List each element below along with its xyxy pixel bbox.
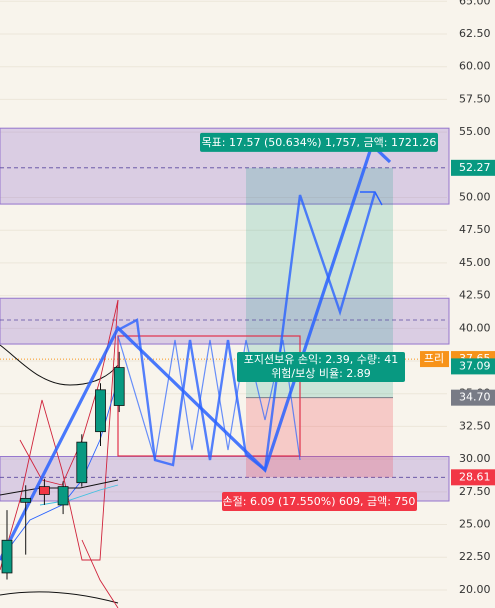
price-label: 52.27 xyxy=(459,161,491,174)
price-label-box xyxy=(451,469,495,486)
label-box xyxy=(200,132,438,152)
price-label: 34.70 xyxy=(459,391,491,404)
y-tick-label: 32.50 xyxy=(459,419,491,432)
drawn-path xyxy=(360,191,383,206)
y-tick-label: 30.00 xyxy=(459,452,491,465)
y-tick-label: 20.00 xyxy=(459,583,491,596)
label-box xyxy=(222,492,417,511)
candle-body xyxy=(76,441,88,484)
y-tick-label: 42.50 xyxy=(459,289,491,302)
y-tick-label: 27.50 xyxy=(459,485,491,498)
price-label-box xyxy=(451,389,495,406)
labels: 목표: 17.57 (50.634%) 1,757, 금액: 1721.26 포지… xyxy=(200,132,438,511)
stop-label: 손절: 6.09 (17.550%) 609, 금액: 750 xyxy=(223,495,416,508)
indicator-line xyxy=(0,344,119,386)
y-tick-label: 40.00 xyxy=(459,321,491,334)
price-label: 28.61 xyxy=(459,470,491,483)
ratio-label: 위험/보상 비율: 2.89 xyxy=(271,367,371,380)
y-tick-label: 25.00 xyxy=(459,518,491,531)
pnl-label: 포지션보유 손익: 2.39, 수량: 41 xyxy=(244,353,398,366)
drawn-path xyxy=(117,191,377,473)
candle-body xyxy=(95,389,106,433)
candles xyxy=(1,351,125,580)
target-label: 목표: 17.57 (50.634%) 1,757, 금액: 1721.26 xyxy=(202,136,437,149)
candle-body xyxy=(113,367,125,406)
price-label: 37.09 xyxy=(459,359,491,372)
price-label-box xyxy=(451,159,495,176)
price-label-box xyxy=(451,358,495,375)
y-tick-label: 60.00 xyxy=(459,60,491,73)
indicator-line xyxy=(19,299,119,608)
price-tag: 프리 xyxy=(424,352,444,365)
y-tick-label: 22.50 xyxy=(459,550,491,563)
loss-zone xyxy=(246,397,393,478)
y-tick-label: 57.50 xyxy=(459,92,491,105)
y-tick-label: 62.50 xyxy=(459,27,491,40)
y-tick-label: 55.00 xyxy=(459,125,491,138)
price-tag-box xyxy=(420,351,449,368)
candle-body xyxy=(20,497,32,503)
indicator-line xyxy=(0,299,119,571)
y-tick-label: 47.50 xyxy=(459,223,491,236)
position-tool xyxy=(246,167,393,478)
y-tick-label: 65.00 xyxy=(459,0,491,7)
candle-body xyxy=(1,539,13,574)
price-axis: 20.0022.5025.0027.5030.0032.5035.0037.50… xyxy=(420,0,495,596)
y-tick-label: 45.00 xyxy=(459,256,491,269)
label-box xyxy=(237,352,405,382)
y-tick-label: 50.00 xyxy=(459,191,491,204)
indicator-line xyxy=(39,484,119,506)
candle-body xyxy=(39,486,50,495)
indicator-line xyxy=(0,591,119,604)
candle-body xyxy=(57,486,69,506)
